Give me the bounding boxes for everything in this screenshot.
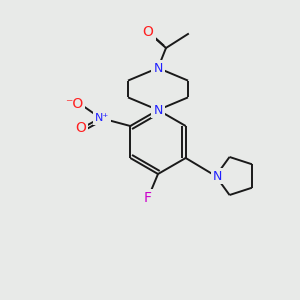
Text: O: O: [142, 25, 153, 39]
Text: ⁻O: ⁻O: [65, 97, 83, 111]
Text: F: F: [144, 191, 152, 205]
Text: O: O: [75, 121, 86, 135]
Text: N: N: [213, 169, 222, 182]
Text: N⁺: N⁺: [95, 113, 109, 123]
Text: N: N: [153, 61, 163, 74]
Text: N: N: [153, 103, 163, 116]
